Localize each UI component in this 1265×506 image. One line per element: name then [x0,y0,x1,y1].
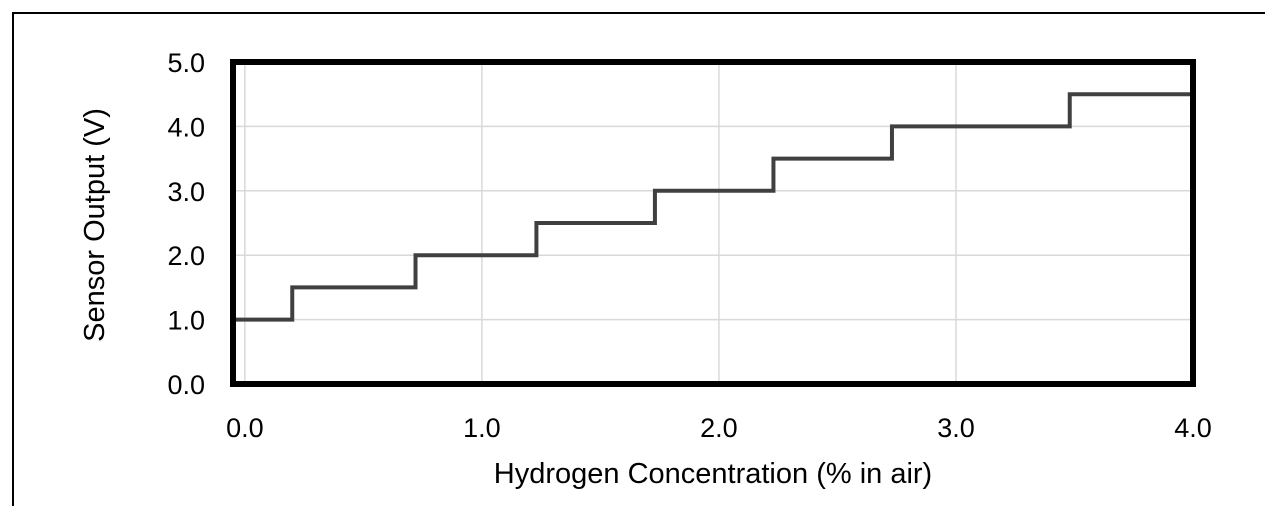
series-layer [233,92,1193,322]
chart-frame [12,12,1265,506]
y-tick-label: 3.0 [167,177,205,207]
y-tick-label: 5.0 [167,48,205,78]
x-tick-label: 2.0 [700,413,738,443]
x-tick-label: 1.0 [463,413,501,443]
y-tick-label: 2.0 [167,241,205,271]
y-tick-label: 1.0 [167,306,205,336]
x-tick-label: 3.0 [937,413,975,443]
x-tick-label: 0.0 [226,413,264,443]
x-tick-label: 4.0 [1174,413,1212,443]
y-tick-label: 0.0 [167,370,205,400]
step-series-line [233,92,1193,322]
plot-area-border [230,59,1196,387]
y-axis-title: Sensor Output (V) [79,108,111,342]
y-tick-label: 4.0 [167,112,205,142]
x-axis-title: Hydrogen Concentration (% in air) [494,458,932,490]
gridlines [233,61,1194,385]
tick-labels: 0.0 1.0 2.0 3.0 4.0 0.0 1.0 2.0 3.0 4.0 5.0 [167,48,1211,443]
